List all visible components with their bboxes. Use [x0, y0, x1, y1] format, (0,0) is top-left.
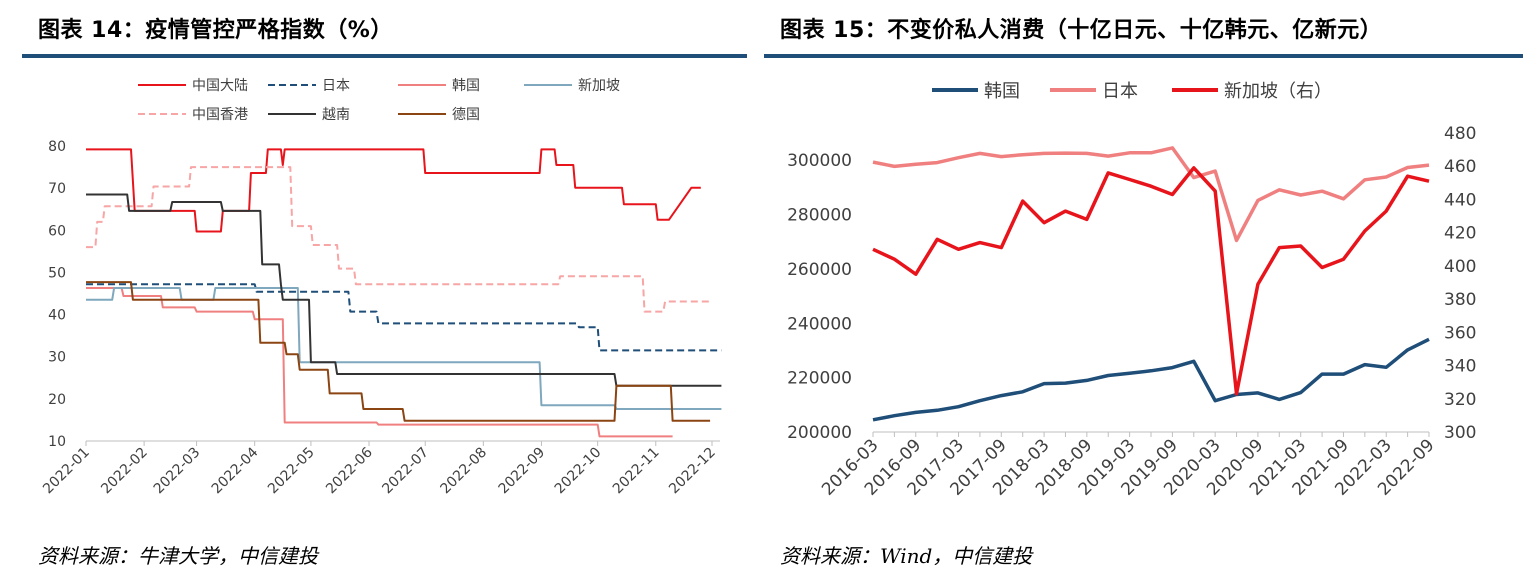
y-right-tick-label: 440 — [1444, 190, 1476, 210]
y-tick-label: 60 — [48, 223, 66, 239]
figure-14-panel: 图表 14：疫情管控严格指数（%） 10 20 30 40 50 60 70 80 2022-0… — [0, 0, 750, 574]
legend-label: 韩国 — [984, 81, 1020, 102]
y-left-tick-label: 300000 — [787, 151, 852, 171]
x-tick-label: 2022-03 — [151, 445, 204, 498]
x-tick-label: 2022-05 — [265, 445, 318, 498]
y-right-tick-label: 400 — [1444, 257, 1476, 277]
y-left-tick-label: 240000 — [787, 314, 852, 334]
x-tick-label: 2022-04 — [209, 444, 262, 497]
y-right-tick-label: 320 — [1444, 390, 1476, 410]
series-line-日本 — [872, 146, 1430, 243]
y-tick-label: 30 — [48, 350, 66, 366]
x-tick-label: 2022-09 — [496, 445, 549, 498]
x-tick-label: 2022-12 — [666, 445, 719, 498]
legend-label: 越南 — [322, 107, 350, 123]
y-left-tick-label: 200000 — [787, 423, 852, 443]
series-line-越南 — [86, 193, 722, 387]
figure-14-title: 图表 14：疫情管控严格指数（%） — [38, 18, 393, 43]
figure-15-source: 资料来源：Wind，中信建投 — [780, 544, 1033, 568]
x-tick-label: 2022-01 — [40, 445, 93, 498]
series-line-德国 — [86, 281, 711, 422]
y-right-tick-label: 360 — [1444, 323, 1476, 343]
y-tick-label: 10 — [48, 434, 66, 450]
x-tick-label: 2022-08 — [437, 445, 490, 498]
x-tick-label: 2022-10 — [552, 445, 605, 498]
y-tick-label: 20 — [48, 392, 66, 408]
legend-label: 日本 — [1102, 81, 1138, 102]
legend-label: 中国大陆 — [192, 78, 248, 94]
y-left-tick-label: 220000 — [787, 369, 852, 389]
y-right-tick-label: 340 — [1444, 357, 1476, 377]
legend-label: 新加坡（右） — [1224, 81, 1332, 102]
legend-label: 韩国 — [452, 78, 480, 94]
figure-14-source: 资料来源：牛津大学，中信建投 — [38, 544, 318, 568]
y-left-tick-label: 280000 — [787, 206, 852, 226]
x-tick-label: 2022-06 — [323, 444, 376, 497]
x-tick-label: 2022-07 — [379, 445, 432, 498]
x-tick-label: 2022-11 — [610, 445, 663, 498]
y-right-tick-label: 460 — [1444, 157, 1476, 177]
y-tick-label: 40 — [48, 308, 66, 324]
series-line-日本 — [86, 283, 722, 352]
series-line-中国香港 — [86, 166, 711, 313]
y-tick-label: 50 — [48, 265, 66, 281]
series-line-韩国 — [86, 287, 673, 438]
y-right-tick-label: 420 — [1444, 224, 1476, 244]
legend-label: 日本 — [322, 78, 350, 94]
legend-label: 新加坡 — [578, 78, 620, 94]
private-consumption-chart: 200000 220000 240000 260000 280000 300000 300 3… — [787, 81, 1476, 500]
y-left-tick-label: 260000 — [787, 260, 852, 280]
figure-15-title: 图表 15：不变价私人消费（十亿日元、十亿韩元、亿新元） — [780, 18, 1383, 43]
series-line-中国大陆 — [86, 148, 701, 233]
y-right-tick-label: 480 — [1444, 124, 1476, 144]
series-line-韩国 — [872, 337, 1430, 422]
legend-label: 德国 — [452, 107, 480, 123]
title-underline — [22, 54, 747, 58]
series-line-新加坡（右） — [872, 166, 1430, 396]
title-underline — [764, 54, 1523, 58]
legend-label: 中国香港 — [192, 107, 248, 123]
y-right-tick-label: 300 — [1444, 423, 1476, 443]
y-tick-label: 70 — [48, 181, 66, 197]
x-tick-label: 2022-02 — [98, 445, 151, 498]
y-right-tick-label: 380 — [1444, 290, 1476, 310]
figure-15-panel: 图表 15：不变价私人消费（十亿日元、十亿韩元、亿新元） 200000 22000… — [760, 0, 1523, 574]
series-line-新加坡 — [86, 287, 722, 410]
y-tick-label: 80 — [48, 139, 66, 155]
